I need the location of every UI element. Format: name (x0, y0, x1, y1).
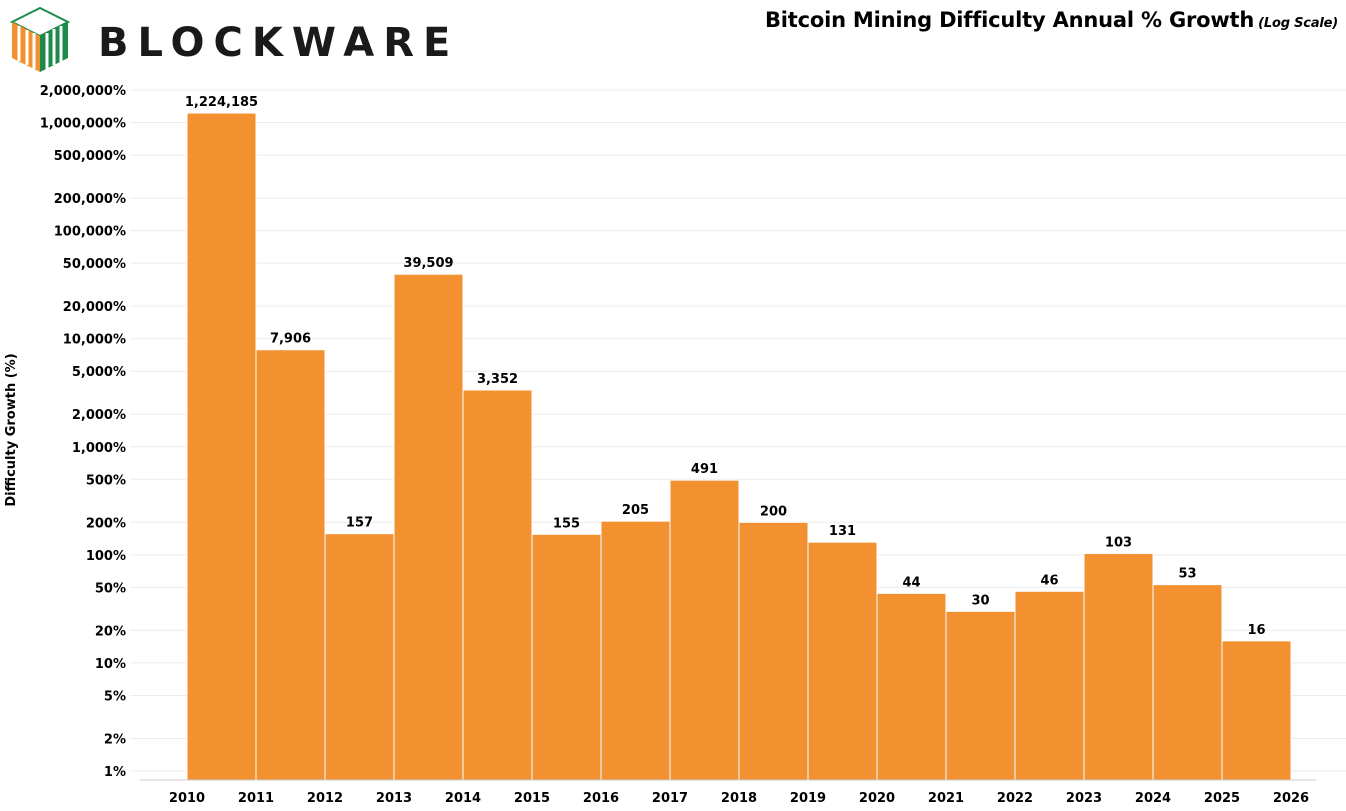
x-tick-label-2018: 2018 (721, 791, 757, 806)
bar-2022 (1014, 590, 1085, 781)
x-tick-label-2025: 2025 (1204, 791, 1240, 806)
y-tick-label: 100,000% (54, 225, 126, 240)
y-axis-ticks: 1% 2% 5% 10% 20% 50% 100% 200% 500% 1,000% 2,000% 5… (40, 84, 126, 780)
chart-title: Bitcoin Mining Difficulty Annual % Growt… (765, 8, 1338, 32)
y-tick-label: 50,000% (63, 257, 126, 272)
y-tick-label: 200% (86, 516, 126, 531)
bar-2011 (255, 349, 326, 781)
y-tick-label: 2,000% (72, 408, 126, 423)
data-label-2012: 157 (346, 516, 373, 531)
data-label-2024: 53 (1178, 567, 1196, 582)
bar-2023 (1083, 552, 1154, 781)
y-axis-label: Difficulty Growth (%) (4, 353, 19, 506)
x-tick-label-2014: 2014 (445, 791, 481, 806)
x-tick-label-2021: 2021 (928, 791, 964, 806)
bar-2014 (462, 389, 533, 781)
brand-logo: BLOCKWARE (9, 6, 470, 74)
bar-2017 (669, 479, 740, 781)
data-label-2013: 39,509 (403, 256, 453, 271)
x-tick-label-2013: 2013 (376, 791, 412, 806)
x-tick-label-2026: 2026 (1273, 791, 1309, 806)
data-label-2018: 200 (760, 504, 787, 519)
y-tick-label: 1% (104, 765, 126, 780)
y-tick-label: 1,000,000% (40, 117, 126, 132)
chart-subtitle: (Log Scale) (1258, 16, 1338, 31)
y-tick-label: 5% (104, 689, 126, 704)
data-label-2025: 16 (1247, 623, 1265, 638)
x-tick-label-2019: 2019 (790, 791, 826, 806)
data-label-2016: 205 (622, 503, 649, 518)
x-tick-label-2017: 2017 (652, 791, 688, 806)
y-tick-label: 200,000% (54, 192, 126, 207)
x-tick-label-2012: 2012 (307, 791, 343, 806)
bar-2024 (1152, 584, 1223, 781)
x-tick-label-2022: 2022 (997, 791, 1033, 806)
bar-2020 (876, 592, 947, 781)
x-tick-label-2024: 2024 (1135, 791, 1171, 806)
chart-title-text: Bitcoin Mining Difficulty Annual % Growt… (764, 8, 1255, 32)
y-tick-label: 5,000% (72, 365, 126, 380)
bar-2010 (186, 112, 257, 781)
brand-name: BLOCKWARE (98, 20, 459, 66)
y-tick-label: 10% (95, 657, 126, 672)
x-tick-label-2023: 2023 (1066, 791, 1102, 806)
data-label-2015: 155 (553, 516, 580, 531)
data-label-2010: 1,224,185 (185, 95, 258, 110)
y-tick-label: 20% (95, 624, 126, 639)
blockware-cube-icon: BLOCKWARE (9, 6, 459, 72)
data-label-2020: 44 (902, 575, 920, 590)
y-tick-label: 50% (95, 581, 126, 596)
bar-2015 (531, 533, 602, 781)
bars (186, 112, 1292, 781)
data-label-2014: 3,352 (477, 372, 518, 387)
x-tick-label-2016: 2016 (583, 791, 619, 806)
y-tick-label: 100% (86, 549, 126, 564)
x-tick-label-2010: 2010 (169, 791, 205, 806)
x-tick-label-2020: 2020 (859, 791, 895, 806)
y-tick-label: 500% (86, 473, 126, 488)
bar-2012 (324, 533, 395, 781)
data-label-2011: 7,906 (270, 332, 311, 347)
y-tick-label: 500,000% (54, 149, 126, 164)
y-tick-label: 10,000% (63, 333, 126, 348)
data-label-2023: 103 (1105, 535, 1132, 550)
y-tick-label: 2% (104, 732, 126, 747)
y-tick-label: 2,000,000% (40, 84, 126, 99)
data-label-2017: 491 (691, 462, 718, 477)
data-label-2021: 30 (971, 593, 989, 608)
data-labels: 1,224,185 7,906 157 39,509 3,352 155 205 491 200… (185, 95, 1266, 638)
bar-2016 (600, 520, 671, 781)
bar-2019 (807, 541, 878, 781)
data-label-2022: 46 (1040, 573, 1058, 588)
data-label-2019: 131 (829, 524, 856, 539)
y-tick-label: 20,000% (63, 300, 126, 315)
bar-2013 (393, 273, 464, 781)
bar-2025 (1221, 640, 1292, 781)
x-tick-label-2015: 2015 (514, 791, 550, 806)
bar-2021 (945, 610, 1016, 781)
y-tick-label: 1,000% (72, 441, 126, 456)
x-axis-ticks: 2010 2011 2012 2013 2014 2015 2016 2017 2018 2019… (169, 791, 1309, 806)
x-tick-label-2011: 2011 (238, 791, 274, 806)
bar-2018 (738, 521, 809, 781)
